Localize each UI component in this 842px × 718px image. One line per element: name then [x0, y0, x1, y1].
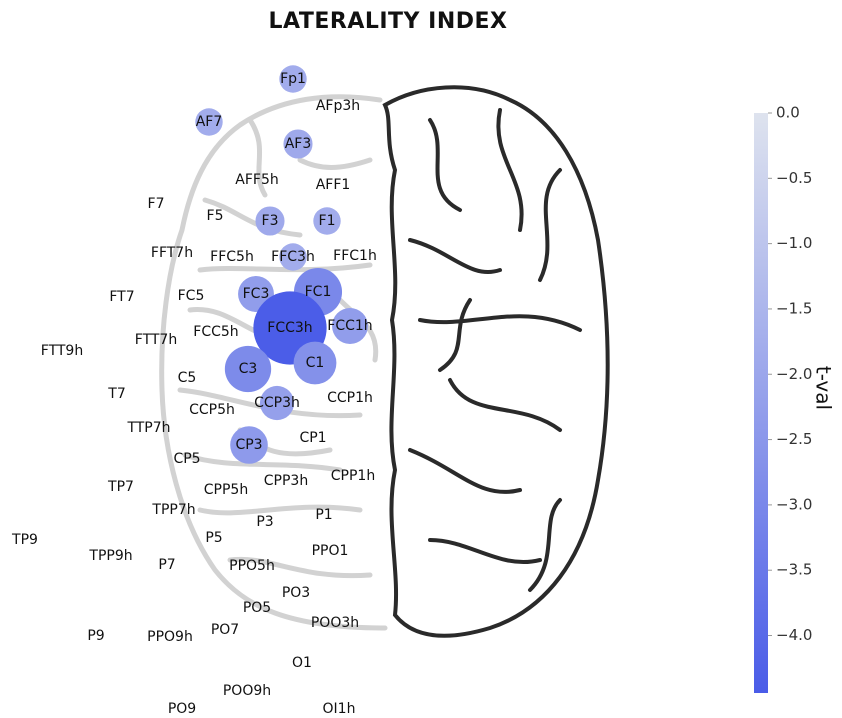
- electrode-label: FCC1h: [327, 318, 372, 334]
- electrode-label: TTP7h: [126, 420, 170, 436]
- electrode-label: TP9: [11, 532, 38, 548]
- electrode-label: FC5: [178, 288, 205, 304]
- electrode-label: CCP3h: [254, 395, 300, 411]
- chart-title: LATERALITY INDEX: [269, 9, 508, 34]
- electrode-label: FTT7h: [135, 332, 177, 348]
- bubble: [255, 206, 285, 236]
- bubble: [283, 129, 313, 159]
- electrode-label: T7: [107, 386, 125, 402]
- electrode-label: PO7: [211, 622, 239, 638]
- electrode-label: FFT7h: [151, 245, 193, 261]
- colorbar-tick-label: −2.5: [776, 430, 812, 448]
- colorbar-tick-label: −3.5: [776, 561, 812, 579]
- bubble: [279, 65, 307, 93]
- colorbar-tick-label: −3.0: [776, 495, 812, 513]
- electrode-label: POO9h: [223, 683, 271, 699]
- electrode-label: P5: [205, 530, 222, 546]
- electrode-label: TPP9h: [88, 548, 132, 564]
- electrode-label: PO9: [168, 701, 196, 717]
- electrode-label: FCC5h: [193, 324, 238, 340]
- electrode-label: TPP7h: [151, 502, 195, 518]
- bubble: [332, 308, 368, 344]
- electrode-label: CP5: [173, 451, 200, 467]
- colorbar-tick-label: 0.0: [776, 104, 800, 122]
- electrode-label: FFC1h: [333, 248, 377, 264]
- electrode-label: PPO9h: [147, 629, 193, 645]
- right-hemisphere: [382, 85, 610, 638]
- electrode-label: FFC5h: [210, 249, 254, 265]
- electrode-label: F5: [207, 208, 224, 224]
- electrode-label: C5: [178, 370, 197, 386]
- electrode-label: C1: [306, 355, 325, 371]
- electrode-labels: Fp1 AFp3h AF7 AF3 AFF5h AFF1 F7 F5 F3 F1 FFT7h FFC5…: [11, 71, 377, 717]
- electrode-label: F7: [148, 196, 165, 212]
- electrode-label: O1: [292, 655, 312, 671]
- bubble: [195, 108, 223, 136]
- bubbles: [195, 65, 368, 464]
- colorbar-tick-label: −4.0: [776, 626, 812, 644]
- electrode-label: AF7: [196, 114, 223, 130]
- electrode-label: FFC3h: [271, 249, 315, 265]
- electrode-label: FT7: [109, 289, 134, 305]
- electrode-label: FC1: [305, 284, 332, 300]
- electrode-label: CPP5h: [204, 482, 248, 498]
- electrode-label: Fp1: [280, 71, 306, 87]
- electrode-label: AFF5h: [235, 172, 278, 188]
- colorbar-tick-label: −1.0: [776, 234, 812, 252]
- electrode-label: FC3: [243, 286, 270, 302]
- electrode-label: PPO1: [312, 543, 349, 559]
- electrode-label: POO3h: [311, 615, 359, 631]
- bubble: [259, 385, 295, 421]
- electrode-label: P3: [256, 514, 273, 530]
- electrode-label: TP7: [107, 479, 134, 495]
- electrode-label: P9: [87, 628, 104, 644]
- bubble: [313, 207, 341, 235]
- electrode-label: PO3: [282, 585, 310, 601]
- electrode-label: FTT9h: [41, 343, 83, 359]
- electrode-label: P1: [315, 507, 332, 523]
- electrode-label: PO5: [243, 600, 271, 616]
- electrode-label: PPO5h: [229, 558, 275, 574]
- bubble: [279, 243, 307, 271]
- electrode-label: FCC3h: [267, 320, 312, 336]
- electrode-label: C3: [239, 361, 258, 377]
- electrode-label: CP3: [235, 437, 262, 453]
- bubble: [293, 341, 337, 385]
- bubble: [224, 345, 272, 393]
- electrode-label: P7: [158, 557, 175, 573]
- colorbar-tick-label: −2.0: [776, 365, 812, 383]
- electrode-label: AFp3h: [316, 98, 360, 114]
- electrode-label: OI1h: [323, 701, 356, 717]
- electrode-label: F3: [262, 213, 279, 229]
- colorbar: [754, 113, 768, 693]
- electrode-label: CPP1h: [331, 468, 375, 484]
- electrode-label: CCP1h: [327, 390, 373, 406]
- electrode-label: CPP3h: [264, 473, 308, 489]
- colorbar-tick-label: −0.5: [776, 169, 812, 187]
- colorbar-label: t-val: [812, 366, 836, 410]
- electrode-label: AFF1: [316, 177, 351, 193]
- electrode-label: AF3: [285, 136, 312, 152]
- electrode-label: CP1: [299, 430, 326, 446]
- colorbar-tick-label: −1.5: [776, 299, 812, 317]
- electrode-label: CCP5h: [189, 402, 235, 418]
- bubble: [230, 426, 268, 464]
- electrode-label: F1: [319, 213, 336, 229]
